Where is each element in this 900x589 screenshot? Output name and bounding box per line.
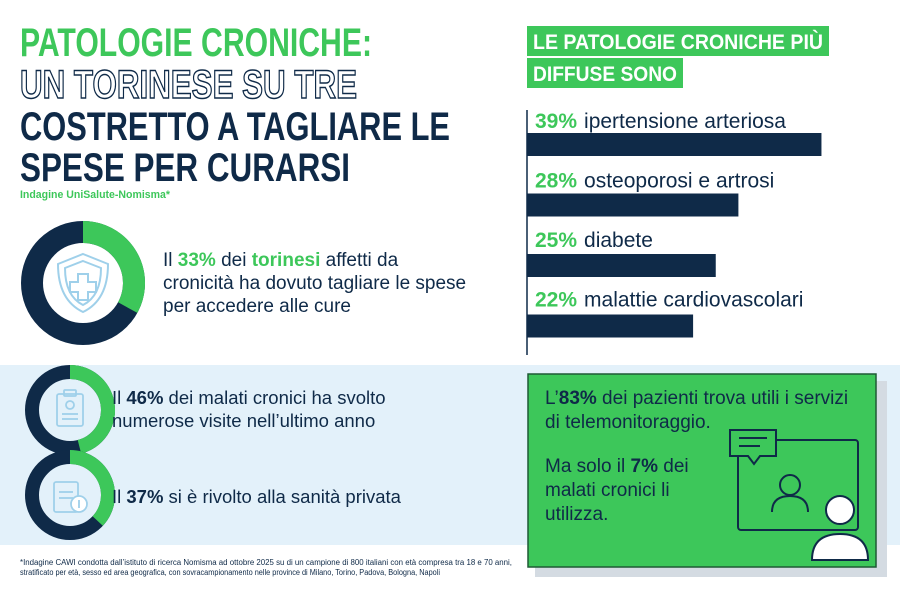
category-label: osteoporosi e artrosi: [584, 170, 774, 193]
text-run: 46%: [126, 387, 163, 408]
value-label: 22%: [535, 289, 577, 312]
text-run: Il: [163, 250, 178, 271]
stat-text: Il 33% dei torinesi affetti da: [163, 250, 399, 271]
title-highlight: [527, 26, 829, 56]
donut-part: [69, 450, 115, 526]
value-label: 25%: [535, 229, 577, 252]
bar-label: 39% ipertensione arteriosa: [535, 110, 786, 133]
telemonitoring-text: Ma solo il 7% dei: [545, 456, 689, 477]
text-run: 33%: [178, 250, 216, 271]
stat-text: Il 37% si è rivolto alla sanità privata: [112, 486, 402, 507]
bar-label: 25% diabete: [535, 229, 653, 252]
chart-title: LE PATOLOGIE CRONICHE PIÙ: [533, 30, 823, 54]
text-run: si è rivolto alla sanità privata: [163, 486, 401, 507]
title-line: SPESE PER CURARSI: [20, 146, 350, 190]
text-run: dei pazienti trova utili i servizi: [597, 388, 848, 409]
text-run: dei: [658, 456, 689, 477]
telemonitoring-text: di telemonitoraggio.: [545, 412, 711, 433]
stat-text: per accedere alle cure: [163, 296, 351, 317]
telemonitoring-text: L’83% dei pazienti trova utili i servizi: [545, 388, 848, 409]
bar: [527, 254, 716, 277]
stat-text: Il 46% dei malati cronici ha svolto: [112, 387, 386, 408]
text-run: 83%: [559, 388, 597, 409]
text-run: per accedere alle cure: [163, 296, 351, 317]
chart-title: DIFFUSE SONO: [533, 63, 677, 86]
card-icon: [53, 481, 88, 513]
text-run: torinesi: [252, 250, 321, 271]
text-run: malati cronici li: [545, 480, 670, 501]
stat-text: cronicità ha dovuto tagliare le spese: [163, 273, 466, 294]
text-run: affetti da: [320, 250, 398, 271]
category-label: diabete: [584, 229, 653, 252]
text-run: dei: [216, 250, 252, 271]
title-line: COSTRETTO A TAGLIARE LE: [20, 105, 450, 149]
shield-icon: [56, 252, 110, 314]
footnote: stratificato per età, sesso ed area geog…: [20, 568, 440, 577]
text-run: 37%: [126, 486, 163, 507]
text-run: Ma solo il: [545, 456, 631, 477]
bar: [527, 314, 694, 338]
bar: [527, 133, 822, 156]
value-label: 39%: [535, 110, 577, 133]
telemonitoring-icon: [729, 429, 870, 561]
text-run: Il: [112, 486, 126, 507]
text-run: L’: [545, 388, 559, 409]
category-label: ipertensione arteriosa: [584, 110, 786, 133]
text-run: cronicità ha dovuto tagliare le spese: [163, 273, 466, 294]
category-label: malattie cardiovascolari: [584, 289, 803, 312]
text-run: 7%: [631, 456, 659, 477]
title-highlight: [527, 58, 683, 88]
bar: [527, 193, 739, 217]
text-run: Il: [112, 387, 126, 408]
text-run: utilizza.: [545, 504, 608, 525]
footnote: *Indagine CAWI condotta dall’istituto di…: [20, 558, 512, 567]
donut-part: [69, 365, 115, 454]
text-run: numerose visite nell’ultimo anno: [112, 410, 375, 431]
telemonitoring-text: utilizza.: [545, 504, 608, 525]
bar-label: 28% osteoporosi e artrosi: [535, 170, 774, 193]
bar-label: 22% malattie cardiovascolari: [535, 289, 803, 312]
telemonitoring-box: [527, 373, 877, 568]
text-run: dei malati cronici ha svolto: [163, 387, 385, 408]
clipboard-icon: [56, 389, 84, 427]
donut-part: [82, 221, 145, 313]
source: Indagine UniSalute-Nomisma*: [20, 189, 171, 201]
telemonitoring-text: malati cronici li: [545, 480, 670, 501]
stat-text: numerose visite nell’ultimo anno: [112, 410, 375, 431]
text-run: di telemonitoraggio.: [545, 412, 711, 433]
value-label: 28%: [535, 170, 577, 193]
title-line: UN TORINESE SU TRE: [20, 63, 357, 107]
title-line: PATOLOGIE CRONICHE:: [20, 21, 372, 65]
